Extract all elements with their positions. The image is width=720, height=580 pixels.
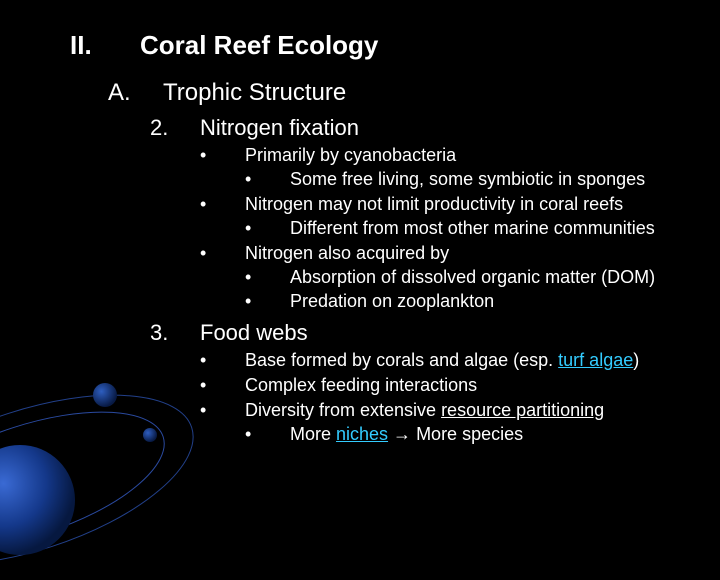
bullet-icon: •	[200, 350, 245, 371]
bullet-3-2: • Complex feeding interactions	[200, 375, 680, 396]
item3-label: 3.	[150, 320, 200, 346]
link-niches[interactable]: niches	[336, 424, 388, 444]
bullet-icon: •	[245, 267, 290, 288]
bullet-text: Nitrogen may not limit productivity in c…	[245, 194, 623, 215]
bullet-icon: •	[200, 194, 245, 215]
bullet-icon: •	[200, 400, 245, 421]
bullet-icon: •	[245, 169, 290, 190]
bullet-text: Complex feeding interactions	[245, 375, 477, 396]
slide-content: II. Coral Reef Ecology A. Trophic Struct…	[0, 0, 720, 465]
bullet-text: Absorption of dissolved organic matter (…	[290, 267, 655, 288]
bullet-2-1a: • Some free living, some symbiotic in sp…	[245, 169, 680, 190]
bullet-icon: •	[200, 375, 245, 396]
bullet-text: Some free living, some symbiotic in spon…	[290, 169, 645, 190]
text-fragment: More	[290, 424, 336, 444]
main-title: Coral Reef Ecology	[140, 30, 378, 61]
bullet-3-3: • Diversity from extensive resource part…	[200, 400, 680, 421]
bullet-text: Nitrogen also acquired by	[245, 243, 449, 264]
link-turf-algae[interactable]: turf algae	[558, 350, 633, 370]
bullet-2-2: • Nitrogen may not limit productivity in…	[200, 194, 680, 215]
bullet-3-1: • Base formed by corals and algae (esp. …	[200, 350, 680, 371]
bullet-icon: •	[245, 218, 290, 239]
bullet-2-3b: • Predation on zooplankton	[245, 291, 680, 312]
bullet-text: Different from most other marine communi…	[290, 218, 655, 239]
bullet-2-3a: • Absorption of dissolved organic matter…	[245, 267, 680, 288]
item2-label: 2.	[150, 115, 200, 141]
bullet-text: Predation on zooplankton	[290, 291, 494, 312]
heading-roman: II. Coral Reef Ecology	[70, 30, 680, 61]
bullet-2-3: • Nitrogen also acquired by	[200, 243, 680, 264]
bullet-text: Base formed by corals and algae (esp. tu…	[245, 350, 639, 371]
sub-A-label: A.	[108, 79, 163, 107]
bullet-icon: •	[200, 243, 245, 264]
roman-numeral: II.	[70, 30, 140, 61]
text-fragment: Diversity from extensive	[245, 400, 441, 420]
text-fragment: Base formed by corals and algae (esp.	[245, 350, 558, 370]
bullet-text: More niches → More species	[290, 424, 523, 445]
bullet-text: Diversity from extensive resource partit…	[245, 400, 604, 421]
sub-A-title: Trophic Structure	[163, 79, 346, 107]
bullet-text: Primarily by cyanobacteria	[245, 145, 456, 166]
bullet-2-1: • Primarily by cyanobacteria	[200, 145, 680, 166]
heading-2: 2. Nitrogen fixation	[150, 115, 680, 141]
item3-title: Food webs	[200, 320, 308, 346]
bullet-icon: •	[245, 291, 290, 312]
item2-title: Nitrogen fixation	[200, 115, 359, 141]
underlined-term: resource partitioning	[441, 400, 604, 420]
bullet-3-3a: • More niches → More species	[245, 424, 680, 445]
arrow-icon: →	[388, 424, 416, 444]
bullet-icon: •	[200, 145, 245, 166]
text-fragment: )	[633, 350, 639, 370]
heading-3: 3. Food webs	[150, 320, 680, 346]
bullet-icon: •	[245, 424, 290, 445]
text-fragment: More species	[416, 424, 523, 444]
heading-A: A. Trophic Structure	[108, 79, 680, 107]
bullet-2-2a: • Different from most other marine commu…	[245, 218, 680, 239]
